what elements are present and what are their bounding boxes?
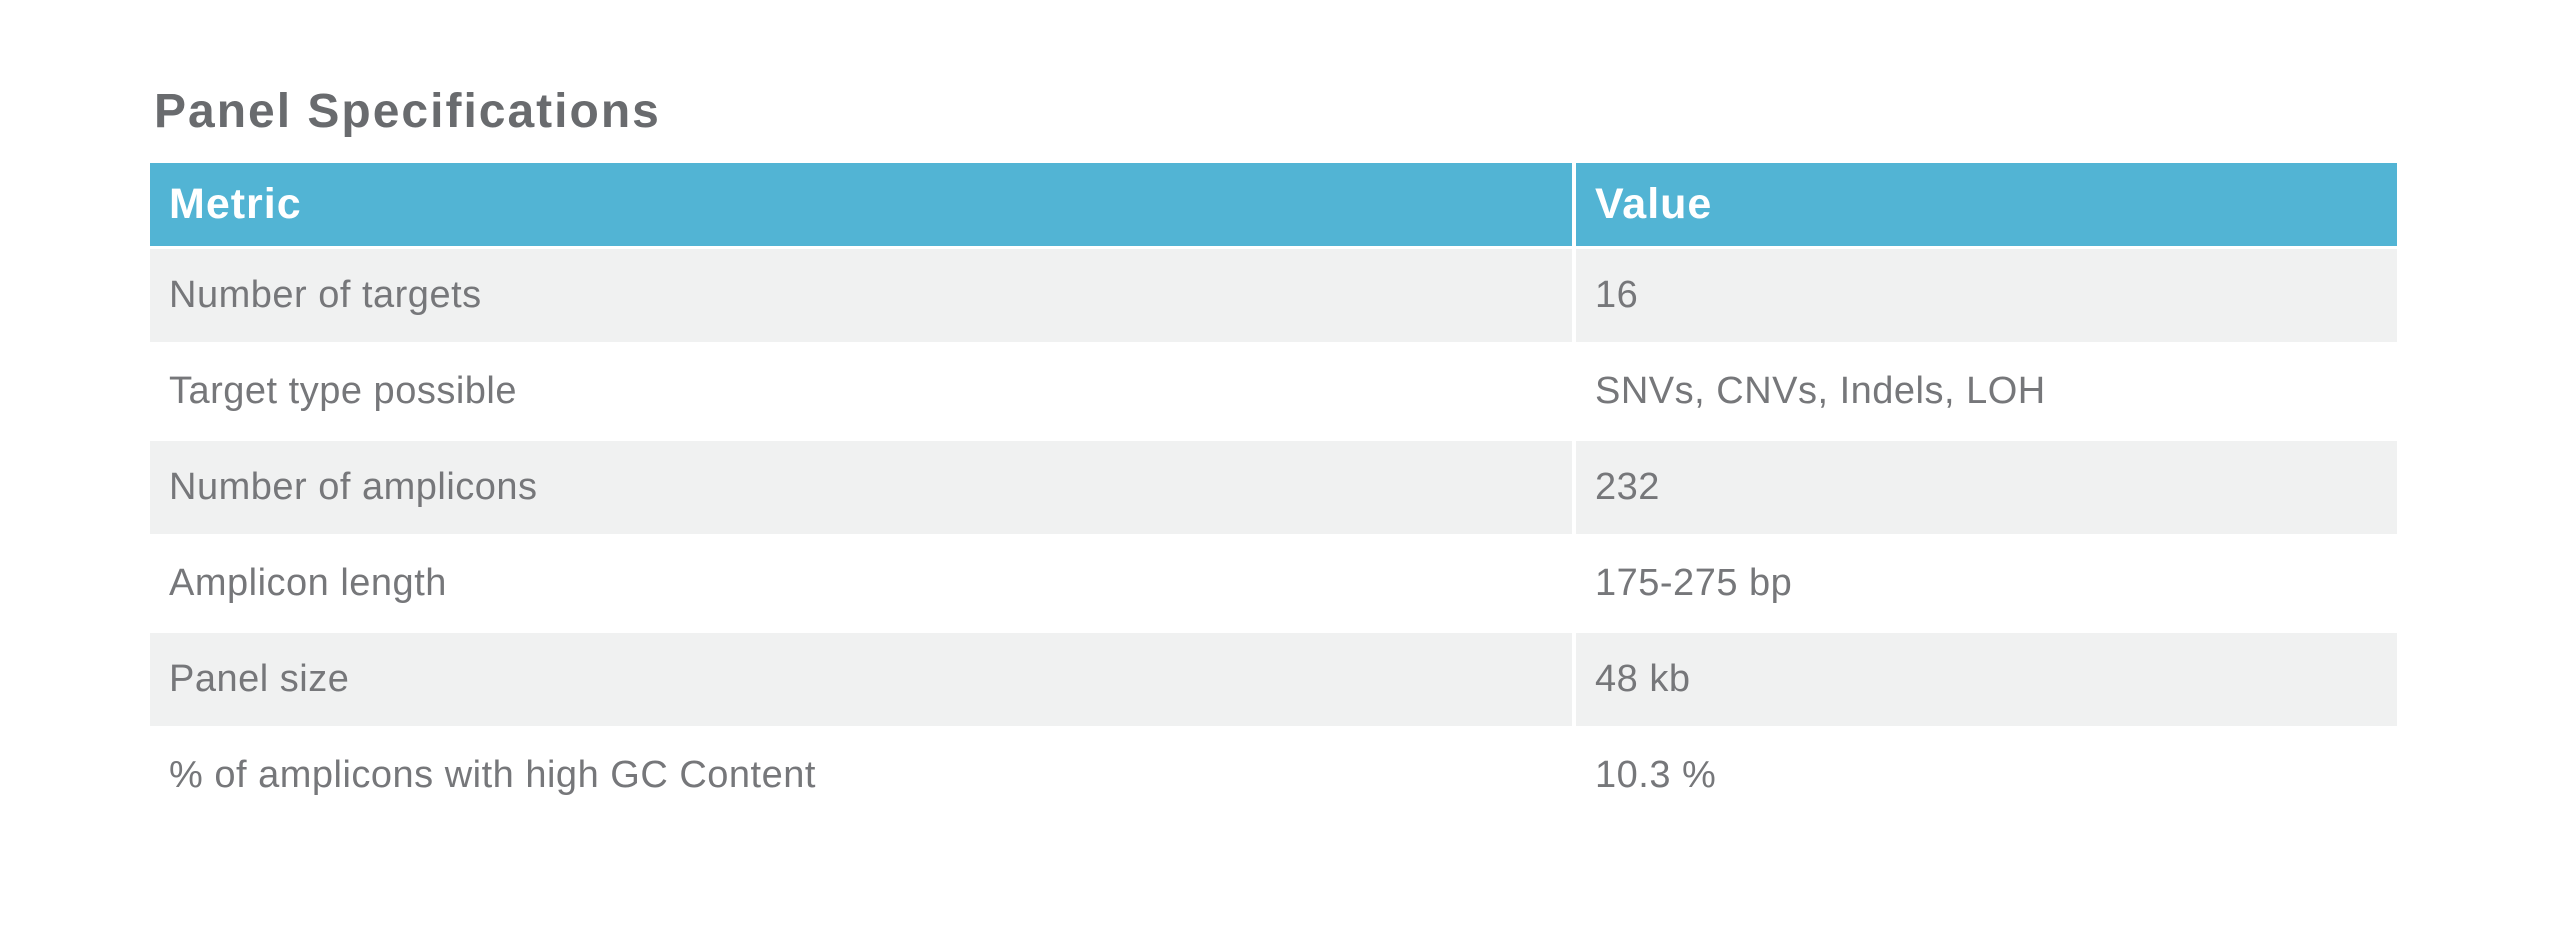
page-title: Panel Specifications xyxy=(154,85,661,138)
metric-cell: Amplicon length xyxy=(150,537,1572,630)
panel-specifications-table: Metric Value Number of targets 16 Target… xyxy=(150,163,2397,825)
metric-cell: Panel size xyxy=(150,633,1572,726)
table-row: % of amplicons with high GC Content 10.3… xyxy=(150,729,2397,822)
table-row: Amplicon length 175-275 bp xyxy=(150,537,2397,630)
table-row: Number of amplicons 232 xyxy=(150,441,2397,534)
column-header-value: Value xyxy=(1576,163,2397,246)
value-cell: 16 xyxy=(1576,249,2397,342)
table-row: Panel size 48 kb xyxy=(150,633,2397,726)
metric-cell: % of amplicons with high GC Content xyxy=(150,729,1572,822)
value-cell: 48 kb xyxy=(1576,633,2397,726)
metric-cell: Number of amplicons xyxy=(150,441,1572,534)
table-header-row: Metric Value xyxy=(150,163,2397,246)
value-cell: SNVs, CNVs, Indels, LOH xyxy=(1576,345,2397,438)
metric-cell: Number of targets xyxy=(150,249,1572,342)
table-row: Number of targets 16 xyxy=(150,249,2397,342)
value-cell: 232 xyxy=(1576,441,2397,534)
metric-cell: Target type possible xyxy=(150,345,1572,438)
table-row: Target type possible SNVs, CNVs, Indels,… xyxy=(150,345,2397,438)
value-cell: 10.3 % xyxy=(1576,729,2397,822)
value-cell: 175-275 bp xyxy=(1576,537,2397,630)
column-header-metric: Metric xyxy=(150,163,1572,246)
